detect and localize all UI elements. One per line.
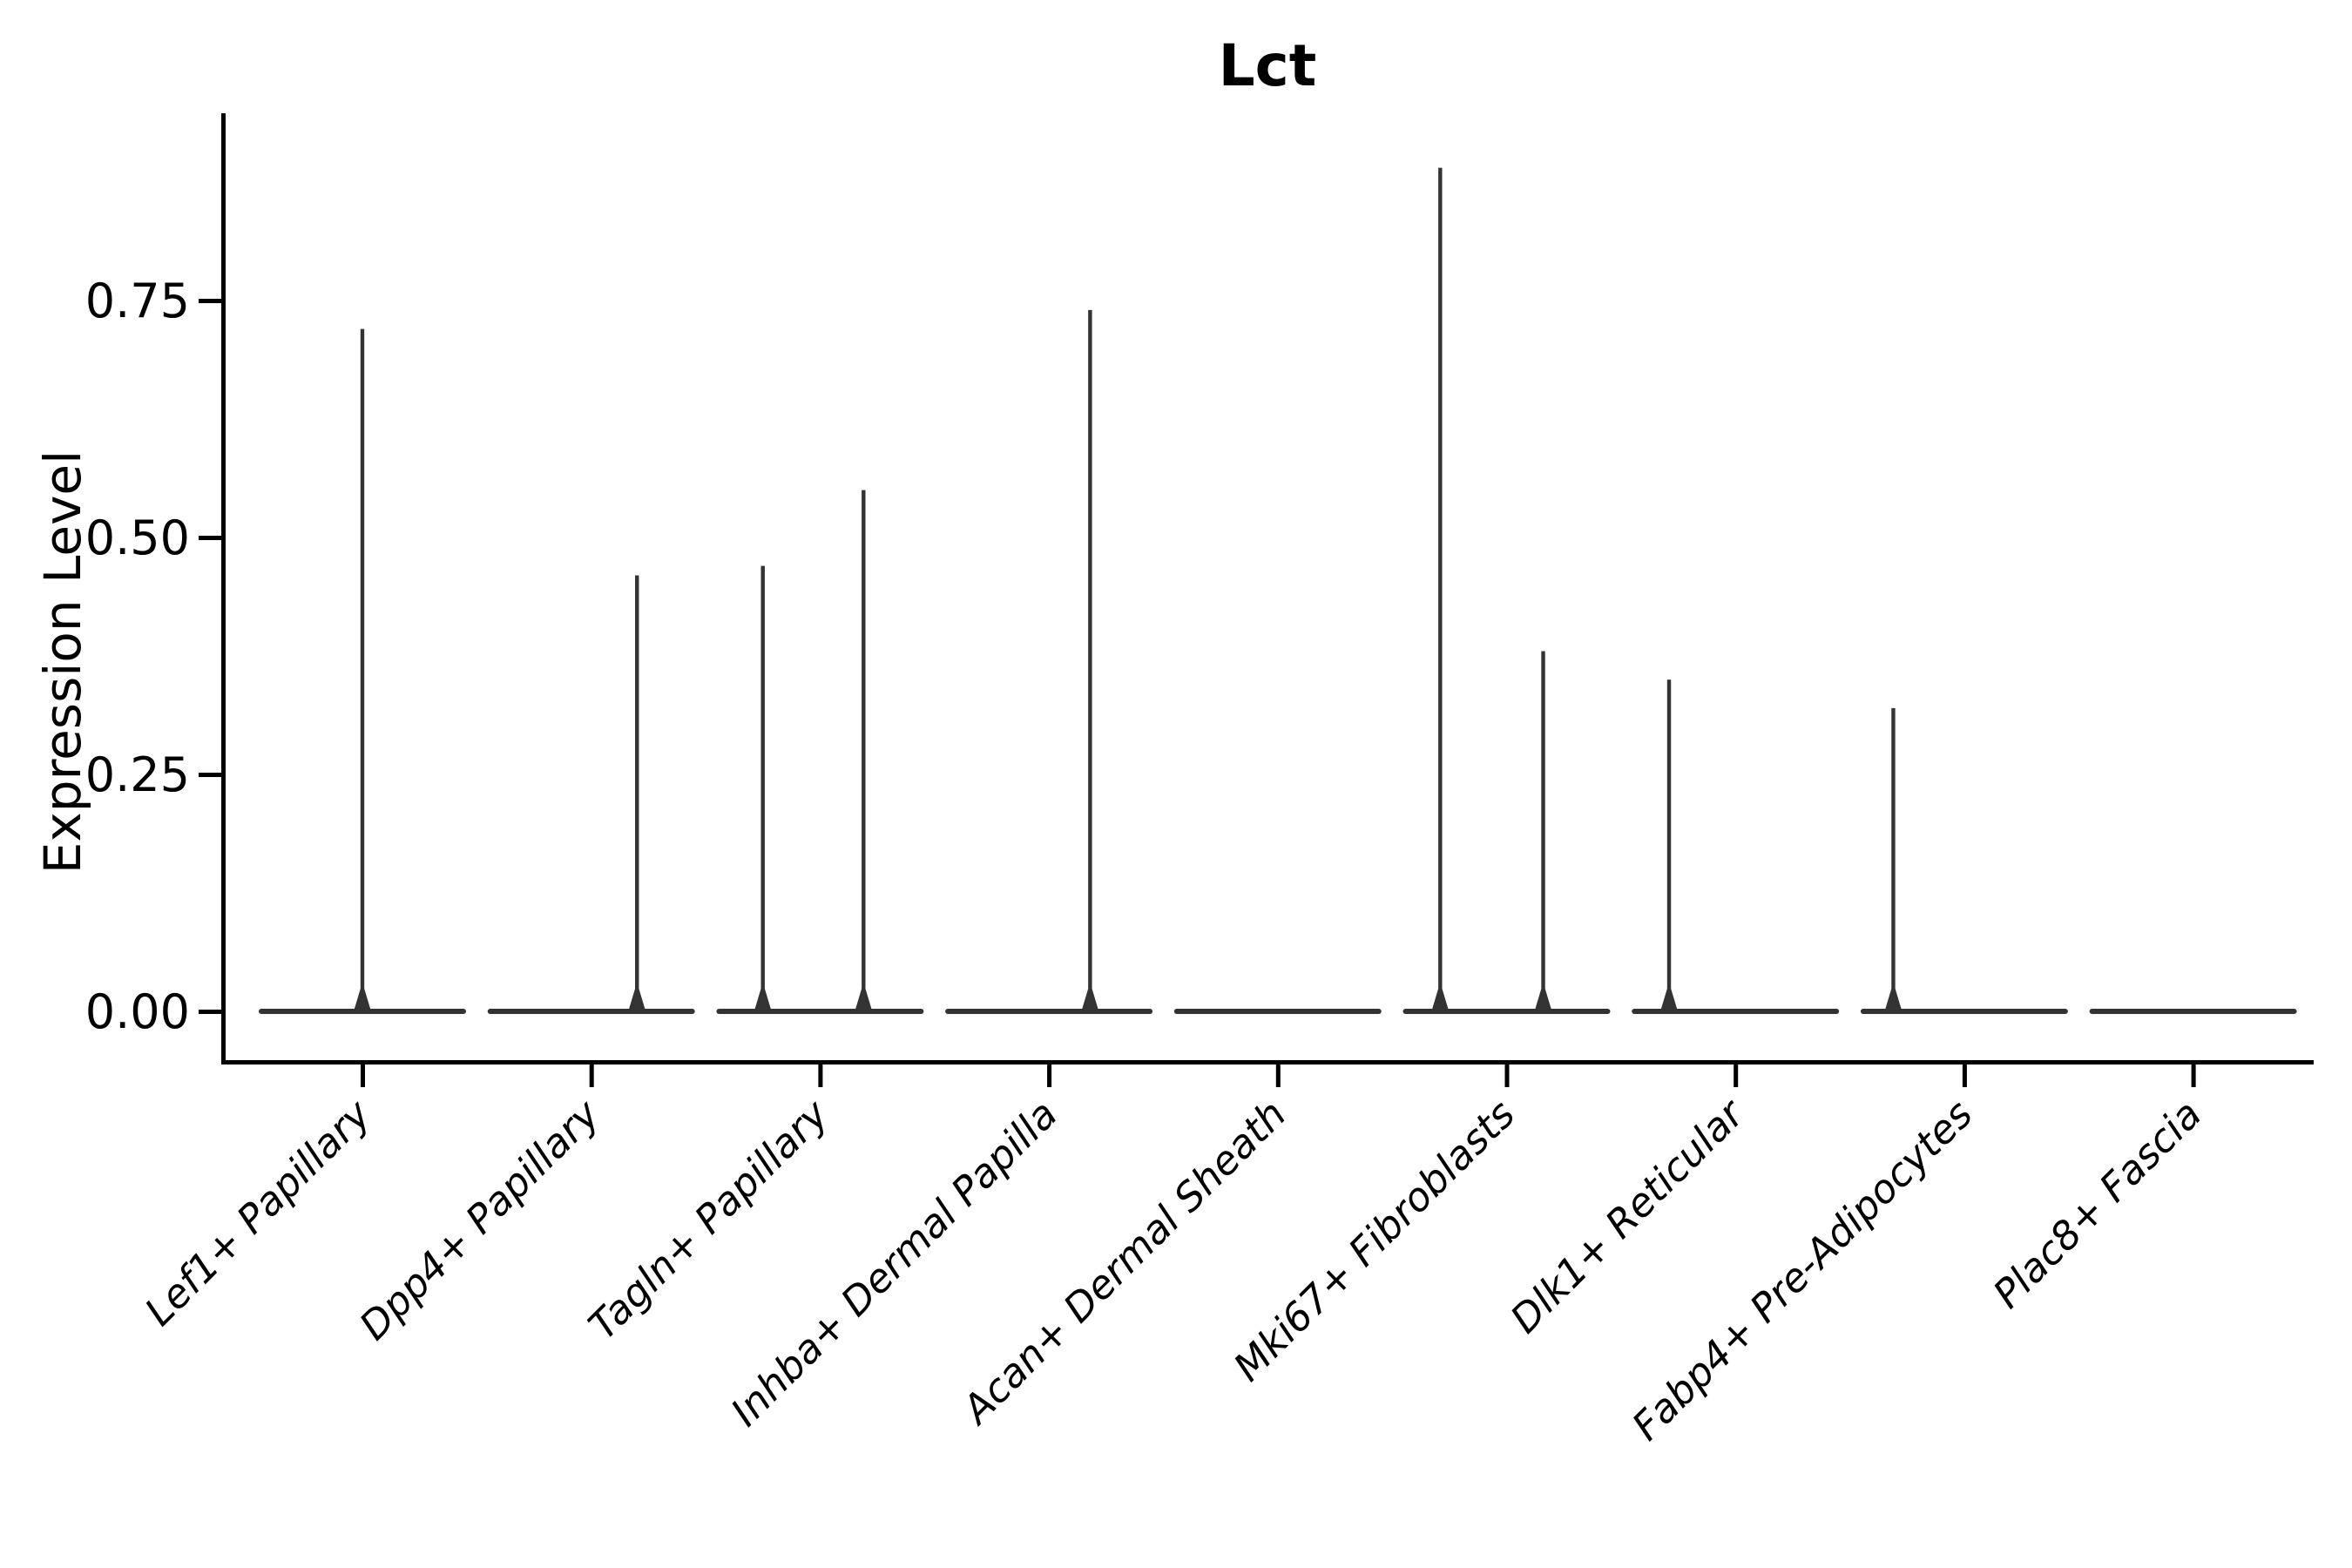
x-category-label: Plac8+ Fascia	[1984, 1091, 2211, 1317]
y-tick-label: 0.75	[85, 274, 190, 328]
violin-tail	[628, 575, 646, 1011]
x-tick-mark	[1734, 1064, 1739, 1087]
x-category-label: Tagln+ Papillary	[579, 1090, 838, 1348]
violin-tail	[855, 490, 873, 1011]
violin-tail	[1534, 651, 1552, 1011]
violin-tail	[1884, 707, 1903, 1011]
y-tick-mark	[199, 536, 221, 540]
violin-tail	[1431, 167, 1450, 1011]
violin-tail	[754, 565, 772, 1011]
x-tick-mark	[2191, 1064, 2196, 1087]
x-axis-line	[221, 1060, 2314, 1064]
y-tick-mark	[199, 1010, 221, 1014]
violin-body	[2089, 1009, 2297, 1014]
x-tick-mark	[361, 1064, 365, 1087]
x-tick-mark	[1047, 1064, 1052, 1087]
x-tick-mark	[1962, 1064, 1967, 1087]
y-tick-label: 0.00	[85, 984, 190, 1039]
x-category-label: Dlk1+ Reticular	[1502, 1090, 1754, 1342]
y-tick-label: 0.25	[85, 747, 190, 802]
x-tick-mark	[589, 1064, 594, 1087]
violin-body	[945, 1009, 1153, 1014]
violin-tail	[1081, 309, 1099, 1011]
violin-body	[1632, 1009, 1840, 1014]
x-tick-mark	[1504, 1064, 1510, 1087]
x-category-label: Dpp4+ Papillary	[350, 1090, 609, 1348]
x-tick-mark	[1275, 1064, 1281, 1087]
violin-tail	[354, 328, 371, 1011]
violin-tail	[1660, 679, 1679, 1011]
chart-title: Lct	[1219, 32, 1317, 99]
x-category-label: Lef1+ Papillary	[136, 1090, 381, 1335]
y-axis-line	[221, 113, 226, 1064]
violin-body	[1402, 1009, 1611, 1014]
violin-body	[487, 1009, 695, 1014]
violin-body	[1173, 1009, 1382, 1014]
y-tick-label: 0.50	[85, 510, 190, 565]
y-tick-mark	[199, 299, 221, 303]
x-tick-mark	[818, 1064, 823, 1087]
y-tick-mark	[199, 773, 221, 777]
violin-body	[716, 1009, 924, 1014]
violin-body	[1860, 1009, 2068, 1014]
y-axis-label: Expression Level	[33, 450, 92, 874]
